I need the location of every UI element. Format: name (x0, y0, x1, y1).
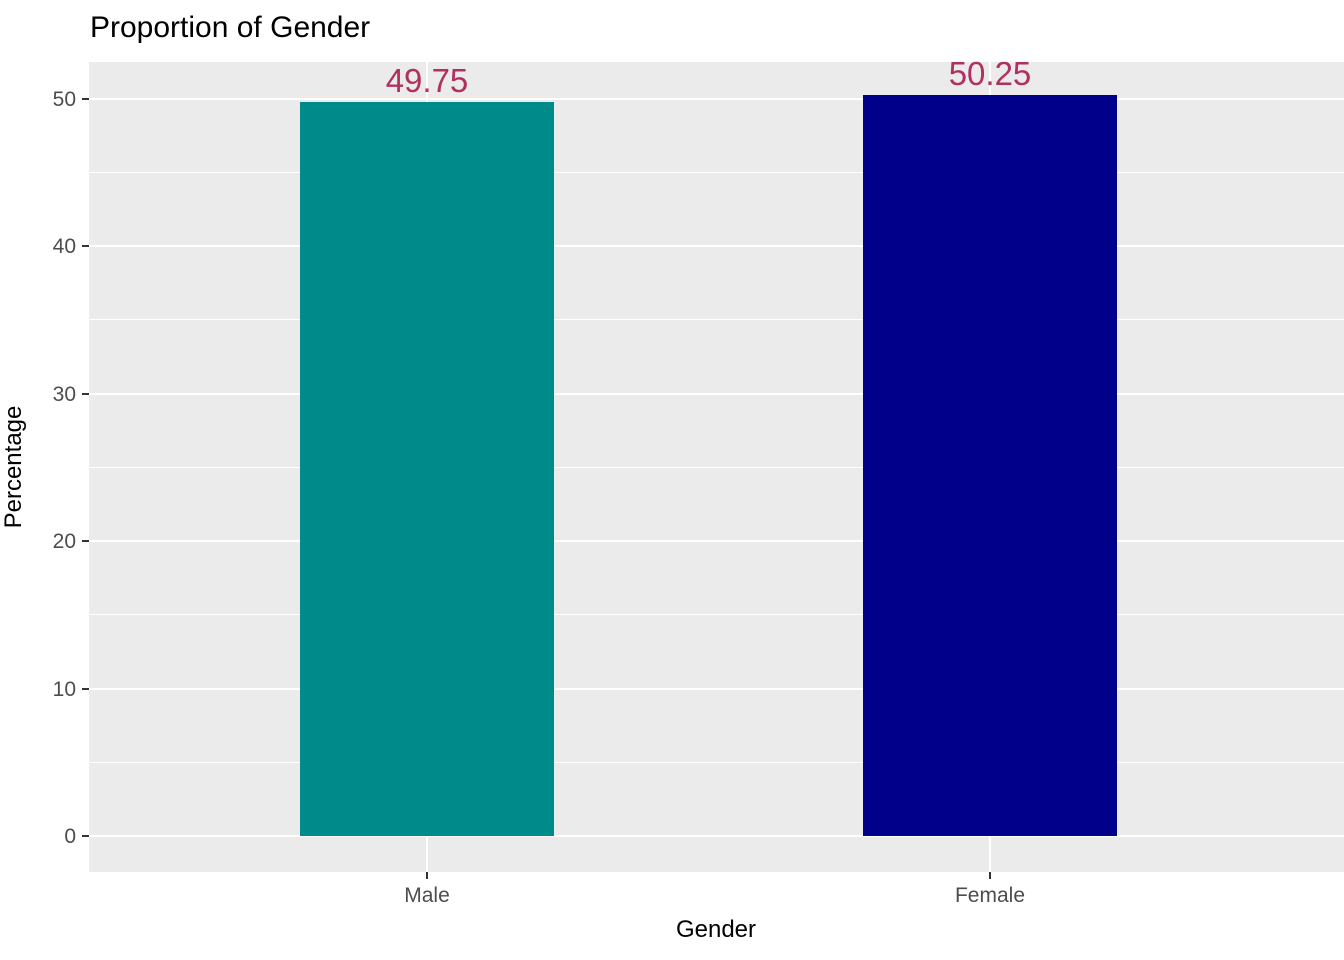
y-axis-tick (82, 540, 89, 542)
bar-value-label: 50.25 (948, 54, 1032, 92)
y-axis-tick (82, 392, 89, 395)
bar-value-label: 49.75 (385, 62, 469, 100)
y-axis-title: Percentage (0, 405, 27, 529)
gridline-minor (89, 319, 1344, 321)
gridline-major (89, 392, 1344, 395)
x-axis-tick-label: Female (954, 884, 1026, 907)
gridline-major (89, 97, 1344, 100)
y-axis-tick-label: 20 (52, 530, 76, 553)
bar-female (863, 94, 1117, 836)
y-axis-tick (82, 687, 89, 690)
chart-title: Proportion of Gender (90, 11, 371, 44)
y-axis-tick (82, 835, 89, 837)
x-axis-tick (426, 872, 428, 879)
x-axis-title: Gender (675, 916, 757, 943)
gridline-major (89, 687, 1344, 690)
bar-male (300, 102, 554, 836)
y-axis-tick (82, 245, 89, 247)
x-axis-tick (989, 872, 991, 879)
gridline-minor (89, 466, 1344, 468)
gridline-minor (89, 171, 1344, 173)
x-axis-tick-label: Male (404, 884, 450, 907)
gridline-major (89, 540, 1344, 542)
gridline-minor (89, 614, 1344, 616)
y-axis-tick-label: 40 (52, 235, 76, 258)
y-axis-tick-label: 30 (52, 382, 76, 406)
plot-panel (89, 62, 1344, 872)
gridline-major (89, 245, 1344, 247)
y-axis-tick-label: 0 (64, 825, 76, 848)
y-axis-tick-label: 50 (52, 87, 76, 111)
gridline-minor (89, 761, 1344, 763)
y-axis-tick (82, 97, 89, 100)
y-axis-tick-label: 10 (52, 677, 76, 701)
gridline-major (89, 835, 1344, 837)
